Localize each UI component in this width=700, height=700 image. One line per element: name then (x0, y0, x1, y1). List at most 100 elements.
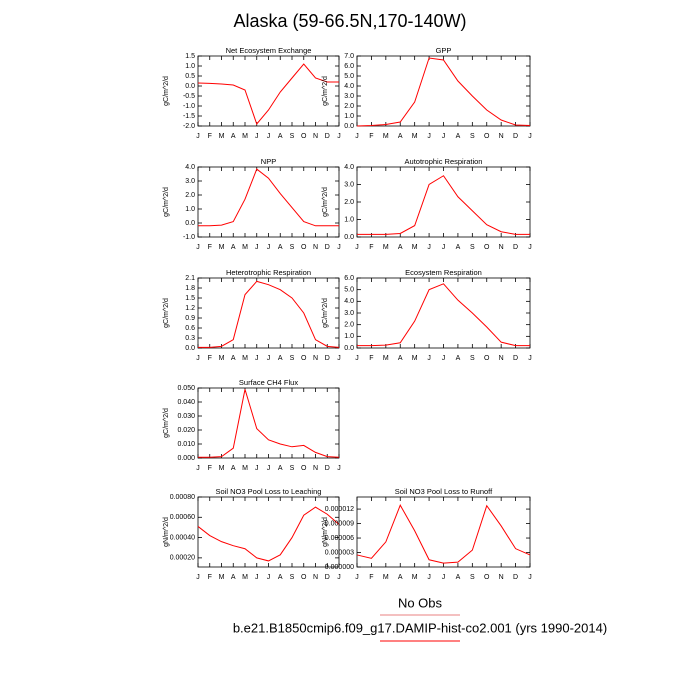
x-tick-label: A (231, 244, 236, 251)
y-tick-label: 1.5 (185, 295, 195, 302)
x-tick-label: F (208, 465, 212, 472)
x-tick-label: M (219, 244, 225, 251)
x-tick-label: O (301, 355, 307, 362)
y-axis-label: gC/m^2/d (163, 187, 170, 217)
x-tick-label: M (242, 574, 248, 581)
y-tick-label: 5.0 (344, 73, 354, 80)
x-tick-label: F (208, 133, 212, 140)
x-tick-label: J (427, 355, 431, 362)
x-tick-label: O (301, 465, 307, 472)
y-axis-label: gC/m^2/d (322, 298, 329, 328)
x-tick-label: A (231, 465, 236, 472)
x-tick-label: S (290, 465, 295, 472)
y-tick-label: 0.00080 (170, 494, 195, 501)
x-tick-label: J (442, 244, 446, 251)
x-tick-label: F (369, 355, 373, 362)
x-tick-label: M (383, 133, 389, 140)
x-tick-label: S (290, 244, 295, 251)
y-tick-label: 0.5 (185, 73, 195, 80)
x-tick-label: J (427, 574, 431, 581)
x-tick-label: O (484, 133, 490, 140)
panel-title: Autotrophic Respiration (405, 157, 483, 166)
x-tick-label: D (513, 355, 518, 362)
y-tick-label: 1.0 (185, 63, 195, 70)
x-tick-label: J (337, 355, 341, 362)
y-axis-label: gN/m^2/d (163, 517, 170, 547)
x-tick-label: N (313, 574, 318, 581)
y-tick-label: 0.0 (185, 220, 195, 227)
y-tick-label: 1.2 (185, 305, 195, 312)
y-tick-label: 0.0 (185, 345, 195, 352)
legend-label: b.e21.B1850cmip6.f09_g17.DAMIP-hist-co2.… (233, 620, 607, 635)
x-tick-label: J (337, 133, 341, 140)
x-tick-label: J (196, 133, 200, 140)
x-tick-label: J (267, 244, 271, 251)
x-tick-label: D (325, 574, 330, 581)
x-tick-label: F (369, 133, 373, 140)
x-tick-label: M (219, 133, 225, 140)
x-tick-label: J (255, 133, 259, 140)
panel-title: Ecosystem Respiration (405, 268, 482, 277)
panel-title: Soil NO3 Pool Loss to Leaching (216, 487, 322, 496)
panel-title: Surface CH4 Flux (239, 378, 298, 387)
y-tick-label: -1.0 (183, 234, 195, 241)
y-tick-label: 0.6 (185, 325, 195, 332)
x-tick-label: J (255, 465, 259, 472)
data-line (198, 168, 339, 227)
y-tick-label: -1.5 (183, 113, 195, 120)
y-axis-label: gN/m^2/d (322, 517, 329, 547)
x-tick-label: F (208, 355, 212, 362)
y-tick-label: 0.3 (185, 335, 195, 342)
x-tick-label: J (355, 355, 359, 362)
x-tick-label: M (383, 574, 389, 581)
x-tick-label: J (255, 574, 259, 581)
y-tick-label: -2.0 (183, 123, 195, 130)
x-tick-label: N (499, 574, 504, 581)
x-tick-label: S (290, 574, 295, 581)
x-tick-label: M (219, 574, 225, 581)
y-axis-label: gC/m^2/d (163, 298, 170, 328)
y-tick-label: 1.0 (344, 216, 354, 223)
x-tick-label: J (337, 244, 341, 251)
y-axis-label: gC/m^2/d (163, 76, 170, 106)
x-tick-label: M (412, 133, 418, 140)
y-tick-label: 0.00040 (170, 534, 195, 541)
x-tick-label: A (278, 133, 283, 140)
legend-label: No Obs (398, 595, 443, 610)
x-tick-label: J (427, 244, 431, 251)
x-tick-label: J (427, 133, 431, 140)
y-tick-label: 0.000003 (325, 549, 354, 556)
plot-frame (356, 496, 531, 568)
x-tick-label: M (412, 574, 418, 581)
y-axis-label: gC/m^2/d (322, 76, 329, 106)
y-tick-label: 0.010 (177, 441, 195, 448)
x-tick-label: J (355, 574, 359, 581)
x-tick-label: D (513, 133, 518, 140)
x-tick-label: J (442, 355, 446, 362)
x-tick-label: D (325, 465, 330, 472)
x-tick-label: N (313, 133, 318, 140)
x-tick-label: M (219, 465, 225, 472)
y-tick-label: 4.0 (185, 164, 195, 171)
x-tick-label: J (267, 133, 271, 140)
y-tick-label: 0.030 (177, 413, 195, 420)
y-tick-label: 0.000 (177, 455, 195, 462)
y-tick-label: 0.0 (344, 345, 354, 352)
x-tick-label: N (499, 244, 504, 251)
x-tick-label: F (208, 574, 212, 581)
y-tick-label: 0.000006 (325, 535, 354, 542)
y-tick-label: 1.8 (185, 285, 195, 292)
y-tick-label: 7.0 (344, 53, 354, 60)
x-tick-label: M (412, 244, 418, 251)
x-tick-label: O (301, 133, 307, 140)
data-line (198, 389, 340, 458)
x-tick-label: A (278, 355, 283, 362)
figure-title: Alaska (59-66.5N,170-140W) (233, 11, 466, 31)
x-tick-label: J (442, 574, 446, 581)
data-line (357, 283, 530, 347)
x-tick-label: A (456, 574, 461, 581)
x-tick-label: J (255, 355, 259, 362)
x-tick-label: A (231, 355, 236, 362)
y-tick-label: 4.0 (344, 164, 354, 171)
